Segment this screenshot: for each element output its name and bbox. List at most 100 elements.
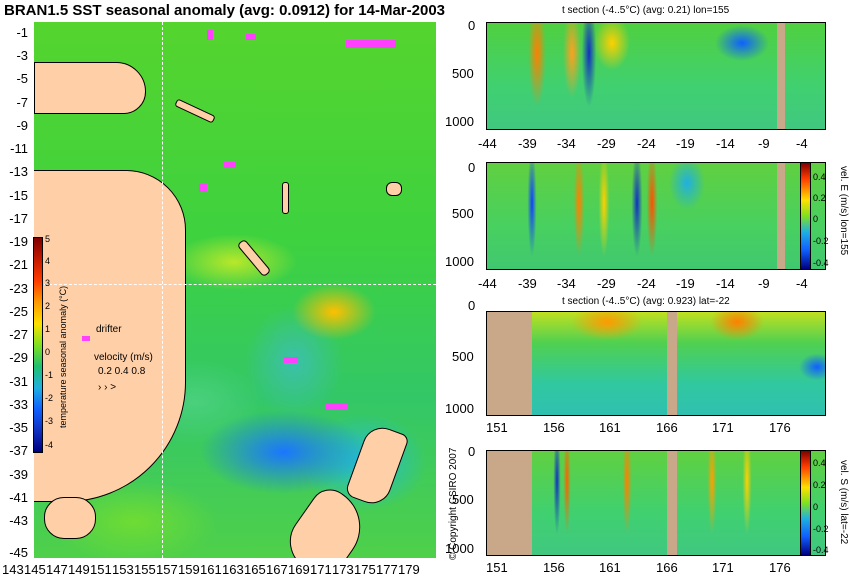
lon-tick: 173 (332, 562, 354, 577)
lon-tick: 163 (222, 562, 244, 577)
lat-tick: -27 (9, 327, 28, 342)
colorbar-tick: 0 (813, 502, 819, 512)
y-tick: 1000 (445, 114, 474, 129)
vanuatu-islands (282, 182, 289, 214)
lat-tick: -1 (16, 25, 28, 40)
section-land (667, 451, 677, 555)
temperature-section-lon155[interactable] (486, 22, 826, 130)
velocity-east-scale-label: vel. E (m/s) lon=155 (838, 166, 849, 256)
x-tick: -39 (518, 276, 537, 291)
lon-tick: 143 (2, 562, 24, 577)
y-tick: 500 (452, 206, 474, 221)
drifter-mark (346, 40, 396, 48)
drifter-mark (199, 184, 207, 192)
colorbar-tick: -3 (45, 416, 54, 426)
x-tick: -19 (676, 276, 695, 291)
section-longitude-line (162, 22, 163, 558)
lat-tick: -33 (9, 397, 28, 412)
lon-tick: 175 (354, 562, 376, 577)
lon-tick: 153 (112, 562, 134, 577)
lon-tick: 159 (178, 562, 200, 577)
velocity-east-colorbar (800, 162, 811, 270)
colorbar-tick: -4 (45, 440, 54, 450)
y-tick: 0 (468, 18, 476, 33)
x-tick: -34 (557, 276, 576, 291)
sst-anomaly-map[interactable]: drifter velocity (m/s) 0.2 0.4 0.8 › › > (34, 22, 436, 558)
page-title: BRAN1.5 SST seasonal anomaly (avg: 0.091… (4, 2, 446, 19)
colorbar-tick: -0.4 (813, 545, 829, 555)
y-tick: 0 (468, 160, 476, 175)
colorbar-tick: -1 (45, 370, 54, 380)
tasmania-landmass (44, 497, 96, 539)
colorbar-tick: -0.4 (813, 258, 829, 268)
section-latitude-line (34, 284, 436, 285)
y-tick: 1000 (445, 254, 474, 269)
lat-tick: -39 (9, 467, 28, 482)
x-tick: -44 (478, 136, 497, 151)
lon-tick: 157 (156, 562, 178, 577)
lat-tick: -45 (9, 545, 28, 560)
drifter-label: drifter (96, 324, 122, 335)
x-tick: 176 (769, 420, 791, 435)
y-tick: 500 (452, 492, 474, 507)
colorbar-tick: 1 (45, 324, 51, 334)
colorbar-tick: -2 (45, 393, 54, 403)
velocity-south-colorbar (800, 450, 811, 556)
lon-tick: 147 (46, 562, 68, 577)
x-tick: 151 (486, 420, 508, 435)
drifter-mark (224, 162, 236, 168)
lon-tick: 145 (24, 562, 46, 577)
lat-tick: -15 (9, 188, 28, 203)
x-tick: -24 (637, 136, 656, 151)
drifter-mark (207, 30, 213, 40)
x-tick: 161 (599, 420, 621, 435)
x-tick: 161 (599, 560, 621, 575)
x-tick: 166 (656, 560, 678, 575)
x-tick: -4 (796, 276, 808, 291)
panel-1-title: t section (-4..5°C) (avg: 0.21) lon=155 (562, 5, 730, 16)
lat-tick: -5 (16, 71, 28, 86)
velocity-scale-values: 0.2 0.4 0.8 (98, 366, 146, 377)
colorbar-tick: -0.2 (813, 524, 829, 534)
x-tick: -19 (676, 136, 695, 151)
x-tick: -39 (518, 136, 537, 151)
lat-tick: -3 (16, 48, 28, 63)
x-tick: -44 (478, 276, 497, 291)
colorbar-tick: 3 (45, 278, 51, 288)
x-tick: -4 (796, 136, 808, 151)
new-caledonia-island (236, 238, 272, 278)
lon-tick: 151 (90, 562, 112, 577)
drifter-mark (326, 404, 348, 410)
colorbar-tick: 0 (813, 214, 819, 224)
x-tick: -34 (557, 136, 576, 151)
lat-tick: -31 (9, 374, 28, 389)
lon-tick: 149 (68, 562, 90, 577)
copyright-notice: © Copyright CSIRO 2007 (448, 447, 459, 560)
x-tick: -29 (597, 136, 616, 151)
colorbar-tick: 0.2 (813, 480, 826, 490)
y-tick: 0 (468, 444, 476, 459)
temperature-section-lat-22[interactable] (486, 311, 826, 416)
lon-tick: 179 (398, 562, 420, 577)
y-tick: 0 (468, 298, 476, 313)
lat-tick: -17 (9, 211, 28, 226)
lon-tick: 165 (244, 562, 266, 577)
x-tick: 171 (712, 560, 734, 575)
x-tick: -9 (758, 136, 770, 151)
colorbar-tick: 0 (45, 347, 51, 357)
velocity-south-section-lat-22[interactable] (486, 450, 826, 556)
x-tick: 156 (543, 420, 565, 435)
velocity-east-section-lon155[interactable] (486, 162, 826, 270)
lat-tick: -23 (9, 281, 28, 296)
section-land (777, 163, 785, 269)
sst-colorbar (33, 237, 43, 453)
sst-colorbar-label: temperature seasonal anomaly (°C) (58, 285, 68, 428)
velocity-label: velocity (m/s) (94, 352, 153, 363)
lat-tick: -21 (9, 257, 28, 272)
x-tick: 151 (486, 560, 508, 575)
section-land (487, 312, 532, 415)
colorbar-tick: 0.4 (813, 172, 826, 182)
colorbar-tick: 4 (45, 256, 51, 266)
lat-tick: -19 (9, 234, 28, 249)
lat-tick: -7 (16, 95, 28, 110)
